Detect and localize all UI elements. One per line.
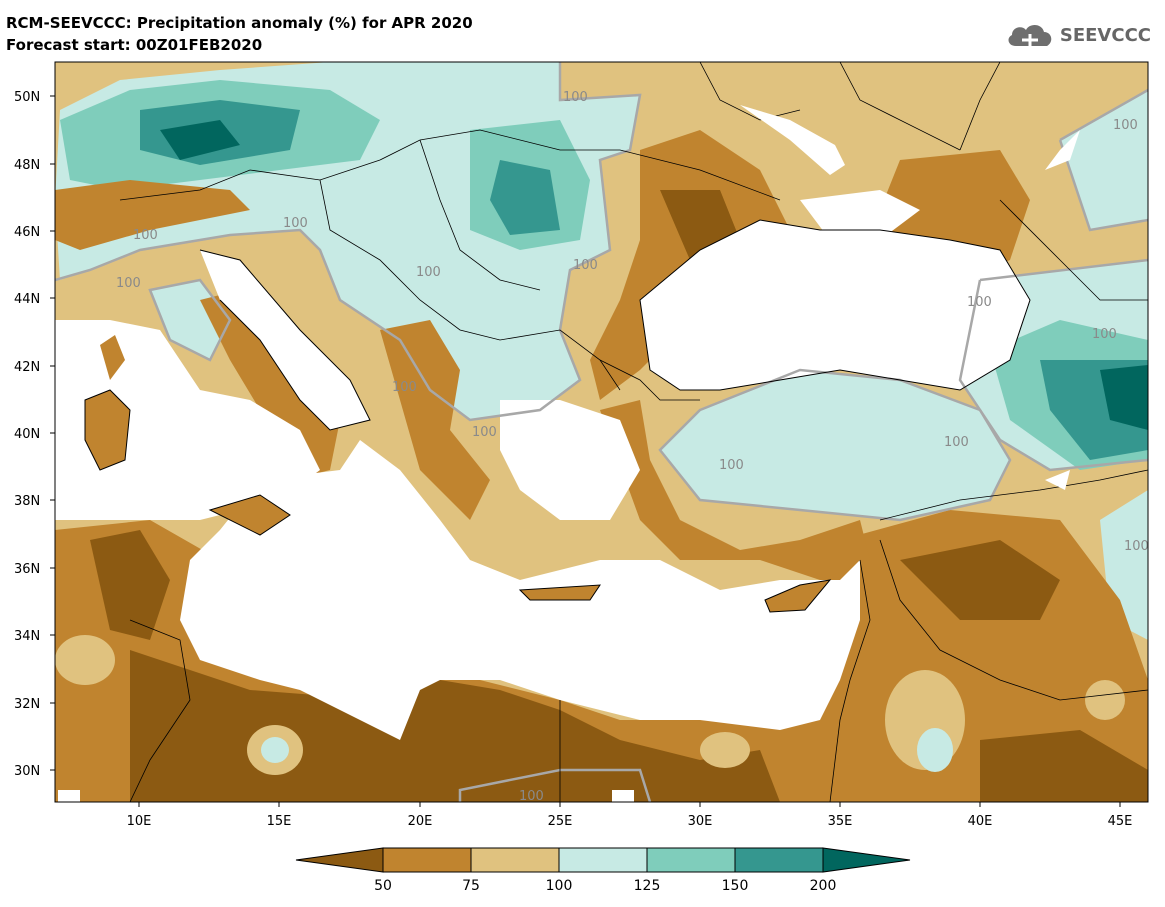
island-sardinia	[85, 390, 130, 470]
longitude-axis: 10E 15E 20E 25E 30E 35E 40E 45E	[127, 802, 1133, 829]
anomaly-100-125-patch-3	[917, 728, 953, 772]
island-corsica	[100, 335, 125, 380]
sea-black-sea	[640, 220, 1030, 390]
lat-label: 38N	[14, 494, 40, 509]
contour-100-lines	[55, 62, 1148, 802]
lat-label: 44N	[14, 292, 40, 307]
contour-label: 100	[967, 295, 992, 310]
anomaly-150-200-romania	[490, 160, 560, 235]
colorbar-100-125	[558, 847, 648, 873]
lat-label: 34N	[14, 629, 40, 644]
sea-western-med	[55, 320, 320, 520]
anomaly-50-75-balkans	[380, 320, 490, 520]
colorbar-150-200	[734, 847, 824, 873]
contour-label: 100	[116, 276, 141, 291]
colorbar-below-50	[295, 847, 384, 873]
lon-label: 25E	[548, 814, 573, 829]
contour-100-anatolia	[658, 368, 1012, 522]
colorbar: 50 75 100 125 150 200	[295, 847, 911, 894]
lon-label: 15E	[267, 814, 292, 829]
contour-label: 100	[283, 216, 308, 231]
contour-100-caucasus	[958, 258, 1148, 472]
contour-label: 100	[563, 90, 588, 105]
lat-label: 46N	[14, 225, 40, 240]
lat-label: 48N	[14, 158, 40, 173]
colorbar-label: 75	[462, 878, 480, 894]
colorbar-label: 100	[546, 878, 573, 894]
contour-100-volga	[1058, 88, 1148, 232]
lon-label: 45E	[1108, 814, 1133, 829]
colorbar-label: 125	[634, 878, 661, 894]
anomaly-below-50-syria	[900, 540, 1060, 620]
lat-label: 32N	[14, 697, 40, 712]
contour-100-tyrrhenian	[148, 278, 232, 362]
no-data-patch-4	[58, 790, 80, 802]
contour-label: 100	[416, 265, 441, 280]
map-title: RCM-SEEVCCC: Precipitation anomaly (%) f…	[6, 14, 473, 32]
contour-label: 100	[472, 425, 497, 440]
contour-label: 100	[519, 789, 544, 804]
cloud-icon	[1008, 24, 1052, 46]
no-data-patch-1	[740, 105, 845, 175]
lat-label: 30N	[14, 764, 40, 779]
lat-label: 40N	[14, 427, 40, 442]
anomaly-above-200-caucasus	[1100, 365, 1148, 430]
colorbar-75-100	[470, 847, 560, 873]
contour-label: 100	[392, 380, 417, 395]
map-field: 100 100 100 100 100 100 100 100 100 100 …	[55, 62, 1149, 804]
anomaly-100-125-anatolia	[660, 370, 1010, 520]
lon-label: 30E	[688, 814, 713, 829]
colorbar-label: 150	[722, 878, 749, 894]
logo-text: SEEVCCC	[1059, 24, 1151, 46]
contour-label: 100	[944, 435, 969, 450]
colorbar-above-200	[822, 847, 911, 873]
anomaly-50-75-turkey-south	[600, 400, 870, 580]
lat-label: 42N	[14, 360, 40, 375]
anomaly-100-125-volga	[1060, 90, 1148, 230]
contour-label: 100	[719, 458, 744, 473]
contour-label: 100	[1113, 118, 1138, 133]
anomaly-100-125-patch-1	[261, 737, 289, 763]
anomaly-75-100-patch-5	[55, 635, 115, 685]
anomaly-above-200-alps	[160, 120, 240, 160]
contour-label: 100	[1124, 539, 1149, 554]
lat-label: 36N	[14, 562, 40, 577]
contour-labels: 100 100 100 100 100 100 100 100 100 100 …	[116, 90, 1149, 804]
contour-label: 100	[573, 258, 598, 273]
country-borders	[119, 62, 1148, 802]
island-sicily	[210, 495, 290, 535]
anomaly-50-75-alps-south	[55, 180, 250, 250]
island-cyprus	[765, 580, 830, 612]
sea-adriatic-tyrrhenian	[200, 250, 370, 430]
map-frame	[54, 61, 1149, 803]
sea-aegean	[500, 400, 640, 520]
coastlines	[84, 219, 1031, 613]
anomaly-75-100-patch-4	[1085, 680, 1125, 720]
colorbar-label: 50	[374, 878, 392, 894]
lon-label: 40E	[968, 814, 993, 829]
lat-label: 50N	[14, 90, 40, 105]
seevccc-logo: SEEVCCC	[1004, 20, 1151, 50]
anomaly-50-75-italy	[200, 290, 340, 480]
no-data-patch-2	[1045, 130, 1080, 170]
forecast-start: Forecast start: 00Z01FEB2020	[6, 36, 263, 54]
latitude-axis: 50N 48N 46N 44N 42N 40N 38N 36N 34N 32N …	[14, 90, 55, 779]
anomaly-below-50-algeria	[90, 530, 170, 640]
lon-label: 10E	[127, 814, 152, 829]
contour-label: 100	[1092, 327, 1117, 342]
anomaly-below-50-arabia	[980, 730, 1148, 802]
no-data-patch-3	[1045, 470, 1070, 490]
contour-100-north	[55, 62, 642, 422]
sea-azov	[800, 190, 920, 240]
lon-label: 20E	[408, 814, 433, 829]
colorbar-50-75	[382, 847, 472, 873]
anomaly-75-100-patch-2	[700, 732, 750, 768]
no-data-patch-5	[612, 790, 634, 802]
lon-label: 35E	[828, 814, 853, 829]
colorbar-125-150	[646, 847, 736, 873]
colorbar-label: 200	[810, 878, 837, 894]
contour-label: 100	[133, 228, 158, 243]
